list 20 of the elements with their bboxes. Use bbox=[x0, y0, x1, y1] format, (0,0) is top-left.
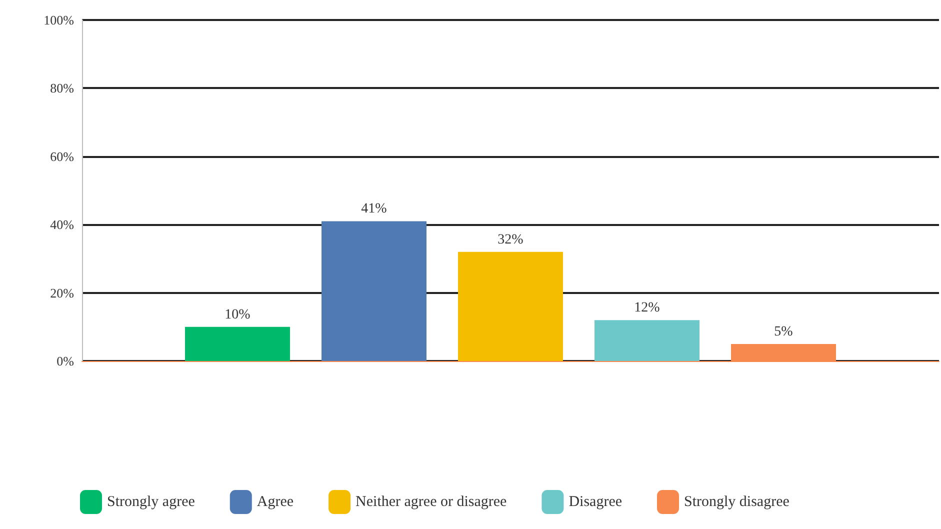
y-tick-label: 100% bbox=[44, 12, 74, 28]
data-label: 12% bbox=[634, 300, 660, 316]
bar bbox=[185, 326, 290, 361]
bar bbox=[594, 320, 700, 361]
bar bbox=[458, 252, 563, 361]
data-label: 32% bbox=[498, 232, 524, 248]
legend-label: Neither agree or disagree bbox=[356, 494, 508, 510]
data-label: 41% bbox=[361, 202, 388, 217]
legend-label: Strongly agree bbox=[107, 494, 196, 510]
data-label: 5% bbox=[774, 324, 794, 340]
y-tick-label: 80% bbox=[50, 80, 74, 96]
y-tick-label: 0% bbox=[56, 354, 74, 368]
y-tick-label: 20% bbox=[50, 285, 74, 300]
legend-label: Agree bbox=[256, 494, 294, 510]
y-tick-label: 40% bbox=[50, 217, 74, 232]
legend-label: Disagree bbox=[568, 494, 622, 510]
y-tick-label: 60% bbox=[50, 148, 74, 164]
bar bbox=[322, 221, 426, 361]
legend-label: Strongly disagree bbox=[684, 494, 790, 510]
data-label: 10% bbox=[224, 307, 251, 322]
